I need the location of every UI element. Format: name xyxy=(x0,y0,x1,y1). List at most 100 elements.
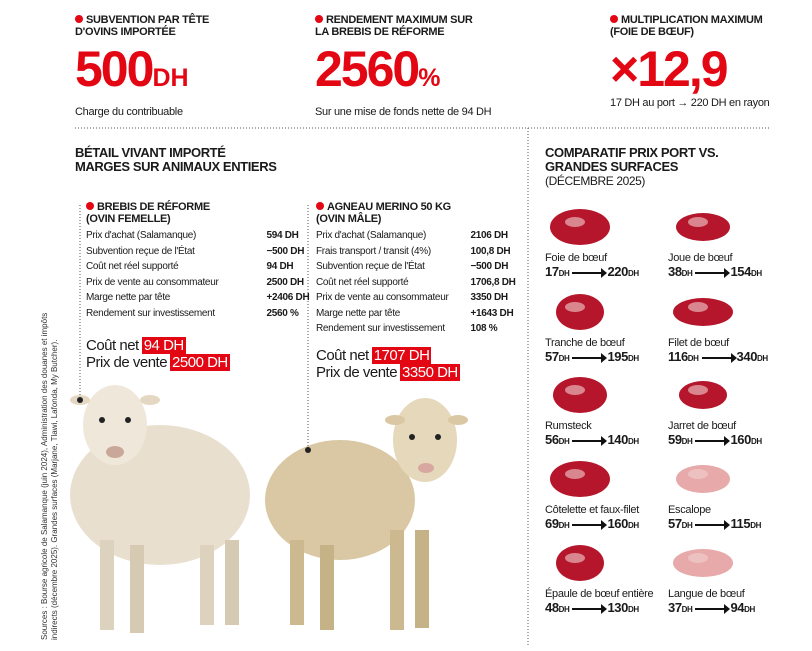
price-shelf: 94 xyxy=(730,600,745,615)
price-unit: DH xyxy=(757,354,768,363)
table-row: Prix de vente au consommateur 3350 DH xyxy=(316,290,516,306)
item-price: 17DH 220DH xyxy=(545,264,639,279)
meat-icon xyxy=(556,545,604,581)
table-cell: 108 % xyxy=(470,323,498,334)
item-price: 69DH 160DH xyxy=(545,516,639,531)
arrow xyxy=(572,267,608,278)
price-port: 48 xyxy=(545,600,559,615)
item-name: Rumsteck xyxy=(545,420,592,432)
meat-fat xyxy=(688,385,708,395)
stat-unit: % xyxy=(418,64,441,92)
comparison-item: Rumsteck 56DH 140DH xyxy=(545,420,639,447)
meat-shape xyxy=(550,461,610,497)
item-name: Tranche de bœuf xyxy=(545,337,625,349)
price-unit: DH xyxy=(750,437,762,446)
price-unit: DH xyxy=(744,605,755,614)
meat-fat xyxy=(565,217,585,227)
stat-note: Charge du contribuable xyxy=(75,106,183,118)
meat-icon xyxy=(676,213,730,241)
arrow-head xyxy=(601,435,608,446)
net-cost: Coût net 94 DH xyxy=(86,337,309,354)
item-name: Filet de bœuf xyxy=(668,337,729,349)
table-cell: +1643 DH xyxy=(470,307,514,319)
table-cell: Rendement sur investissement xyxy=(86,307,215,319)
sale-label: Prix de vente xyxy=(316,363,398,381)
comparison-subtitle: (DÉCEMBRE 2025) xyxy=(545,174,646,188)
table-row: Marge nette par tête +1643 DH xyxy=(316,306,516,322)
meat-fat xyxy=(688,217,708,227)
section-title: BÉTAIL VIVANT IMPORTÉ MARGES SUR ANIMAUX … xyxy=(75,146,277,174)
stat-label-text-line: RENDEMENT MAXIMUM SUR xyxy=(315,14,491,26)
price-unit: DH xyxy=(687,354,699,363)
price-unit: DH xyxy=(627,521,639,530)
price-unit: DH xyxy=(681,605,693,614)
stat-number: ×12,9 xyxy=(610,41,729,97)
meat-shape xyxy=(673,298,733,326)
stat-label-text: MULTIPLICATION MAXIMUM xyxy=(621,14,763,26)
table-row: Prix d'achat (Salamanque) 594 DH xyxy=(86,228,309,244)
item-name: Escalope xyxy=(668,504,711,516)
arrow-head xyxy=(724,603,731,614)
animal-title: AGNEAU MERINO 50 KG (OVIN MÂLE) xyxy=(316,201,516,225)
price-unit: DH xyxy=(750,269,762,278)
item-name: Côtelette et faux-filet xyxy=(545,504,639,516)
price-unit: DH xyxy=(558,354,570,363)
price-shelf: 160 xyxy=(730,432,751,447)
sale-price: Prix de vente 3350 DH xyxy=(316,363,516,381)
arrow-head xyxy=(601,603,608,614)
sources: Sources : Bourse agricole de Salamanque … xyxy=(40,313,60,640)
price-shelf: 340 xyxy=(736,349,758,364)
bullet xyxy=(610,15,618,23)
price-port: 38 xyxy=(668,264,682,279)
section-title-text-line: MARGES SUR ANIMAUX ENTIERS xyxy=(75,159,277,174)
sale-label: Prix de vente xyxy=(86,354,168,371)
meat-fat xyxy=(565,385,585,395)
table-row: Coût net réel supporté 94 DH xyxy=(86,259,309,275)
stat-label: SUBVENTION PAR TÊTE D'OVINS IMPORTÉE xyxy=(75,14,209,38)
animal-title-text: AGNEAU MERINO 50 KG xyxy=(327,201,451,213)
meat-icon xyxy=(550,209,610,245)
stat-label-text-line: (FOIE DE BŒUF) xyxy=(610,26,769,38)
bullet xyxy=(75,15,83,23)
stat-label-text-line: SUBVENTION PAR TÊTE xyxy=(75,14,209,26)
section-title-text-line: BÉTAIL VIVANT IMPORTÉ xyxy=(75,146,276,160)
stat-value: ×12,9 xyxy=(610,44,769,94)
comparison-title-text: GRANDES SURFACES xyxy=(545,159,679,174)
comparison-item: Escalope 57DH 115DH xyxy=(668,504,761,531)
stat-unit: DH xyxy=(152,64,189,92)
price-unit: DH xyxy=(627,437,639,446)
price-shelf: 140 xyxy=(607,432,628,447)
meat-shape xyxy=(679,381,727,409)
table-row: Prix d'achat (Salamanque) 2106 DH xyxy=(316,228,516,244)
price-unit: DH xyxy=(681,269,693,278)
arrow-head xyxy=(601,352,608,363)
arrow xyxy=(572,519,608,530)
price-unit: DH xyxy=(558,521,570,530)
price-port: 37 xyxy=(668,600,682,615)
stat-value: 2560% xyxy=(315,44,491,103)
stat-note: Sur une mise de fonds nette de 94 DH xyxy=(315,106,492,118)
meat-fat xyxy=(565,469,585,479)
table-cell: Prix d'achat (Salamanque) xyxy=(86,230,197,241)
section-title-text: MARGES SUR ANIMAUX ENTIERS xyxy=(75,159,277,174)
item-price: 57DH 115DH xyxy=(668,516,761,531)
table-cell: Prix d'achat (Salamanque) xyxy=(316,230,427,241)
animal: AGNEAU MERINO 50 KG (OVIN MÂLE) Prix d'ach… xyxy=(316,201,516,381)
table-row: Rendement sur investissement 108 % xyxy=(316,321,516,337)
meat-icon xyxy=(679,381,727,409)
sheep-ewe xyxy=(70,385,250,633)
table-cell: Coût net réel supporté xyxy=(86,261,179,272)
net-value: 1707 DH xyxy=(371,346,432,364)
table-cell: Coût net réel supporté xyxy=(316,276,409,288)
price-port: 59 xyxy=(668,432,682,447)
table-row: Subvention reçue de l'État −500 DH xyxy=(316,259,516,275)
meat-fat xyxy=(688,469,708,479)
item-name: Jarret de bœuf xyxy=(668,420,736,432)
arrow xyxy=(695,519,731,530)
price-port: 57 xyxy=(545,349,559,364)
comparison-item: Filet de bœuf 116DH 340DH xyxy=(668,337,768,364)
table-row: Rendement sur investissement 2560 % xyxy=(86,306,309,322)
table-cell: Marge nette par tête xyxy=(86,292,171,303)
